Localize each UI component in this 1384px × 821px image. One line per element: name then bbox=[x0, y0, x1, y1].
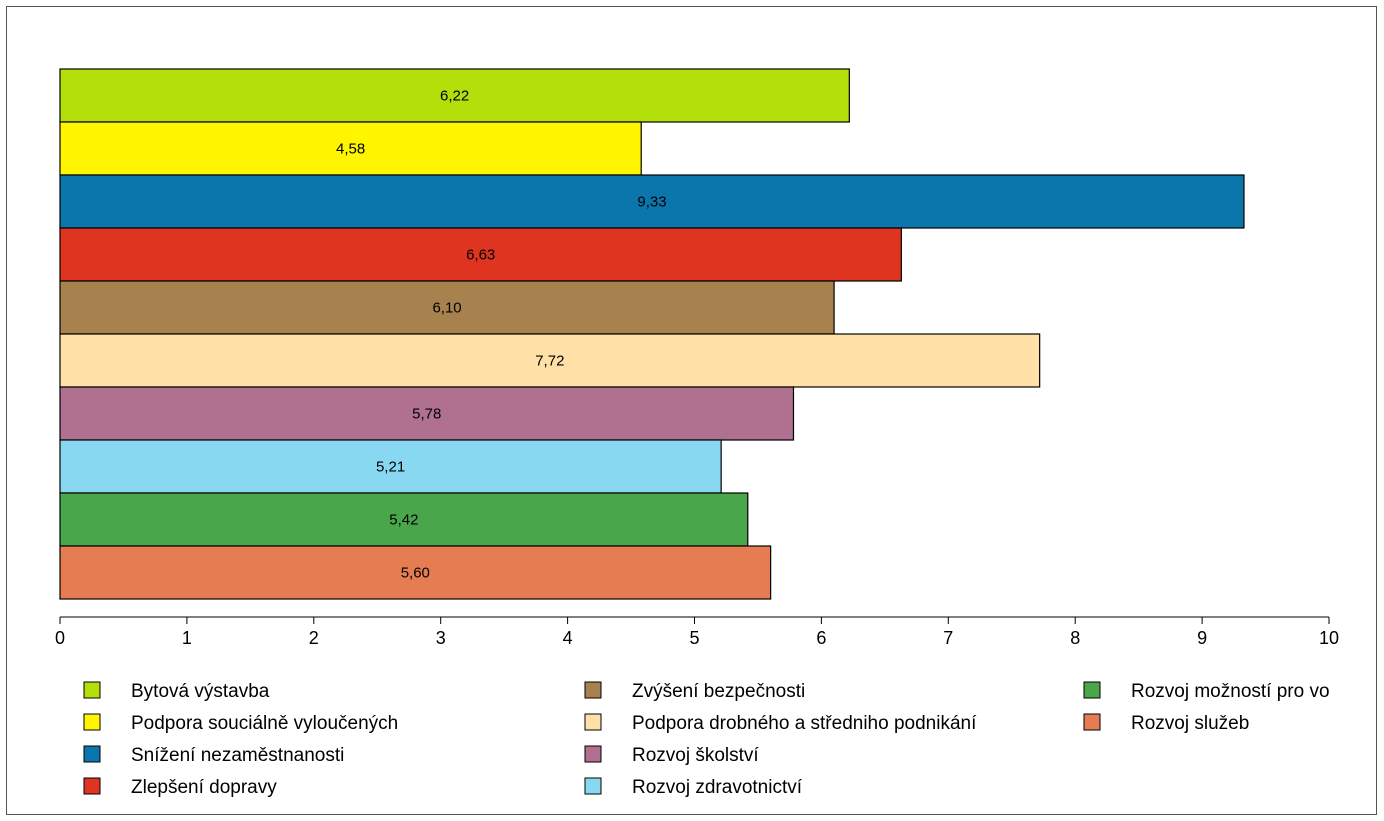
x-tick-label: 5 bbox=[689, 628, 699, 648]
bar-rozvoj-zdravotnictvi bbox=[59, 439, 722, 494]
x-tick-label: 0 bbox=[55, 628, 65, 648]
bar-label-rozvoj-skolstvi: 5,78 bbox=[412, 406, 441, 423]
x-tick-label: 8 bbox=[1070, 628, 1080, 648]
bar-label-zlepseni-dopravy: 6,63 bbox=[466, 247, 495, 264]
legend-label-rozvoj-moznosti-pro-vo: Rozvoj možností pro vo bbox=[1131, 681, 1330, 702]
x-tick-label: 3 bbox=[436, 628, 446, 648]
legend-label-podpora-drobneho-a-stredniho-podnikani: Podpora drobného a středniho podnikání bbox=[632, 713, 977, 734]
x-tick-label: 2 bbox=[309, 628, 319, 648]
legend-swatch-rozvoj-moznosti-pro-vo bbox=[1083, 681, 1101, 699]
bar-label-zvyseni-bezpecnosti: 6,10 bbox=[432, 300, 461, 317]
legend-label-rozvoj-zdravotnictvi: Rozvoj zdravotnictví bbox=[632, 777, 803, 798]
x-tick-label: 4 bbox=[563, 628, 573, 648]
bar-label-rozvoj-sluzeb: 5,60 bbox=[401, 565, 430, 582]
legend-swatch-bytova-vystavba bbox=[83, 681, 101, 699]
x-tick-label: 6 bbox=[816, 628, 826, 648]
x-axis: 0 1 2 3 4 5 6 7 8 9 10 bbox=[55, 616, 1339, 648]
bar-rozvoj-sluzeb bbox=[59, 545, 772, 600]
bar-snizeni-nezamestnanosti bbox=[59, 174, 1245, 229]
bar-zlepseni-dopravy bbox=[59, 227, 902, 282]
legend-label-rozvoj-sluzeb: Rozvoj služeb bbox=[1131, 713, 1249, 734]
legend-swatch-zlepseni-dopravy bbox=[83, 777, 101, 795]
legend-label-podpora-soucialne-vyloucenych: Podpora souciálně vyloučených bbox=[131, 713, 398, 734]
legend-swatch-podpora-drobneho-a-stredniho-podnikani bbox=[584, 713, 602, 731]
x-tick-label: 1 bbox=[182, 628, 192, 648]
x-tick-label: 10 bbox=[1319, 628, 1339, 648]
bar-label-bytova-vystavba: 6,22 bbox=[440, 88, 469, 105]
legend-label-rozvoj-skolstvi: Rozvoj školství bbox=[632, 745, 759, 766]
legend-label-snizeni-nezamestnanosti: Snížení nezaměstnanosti bbox=[131, 745, 344, 766]
bar-podpora-soucialne-vyloucenych bbox=[59, 121, 642, 176]
legend-label-bytova-vystavba: Bytová výstavba bbox=[131, 681, 270, 702]
legend-swatch-rozvoj-sluzeb bbox=[1083, 713, 1101, 731]
legend-label-zvyseni-bezpecnosti: Zvýšení bezpečnosti bbox=[632, 681, 805, 702]
bar-label-podpora-soucialne-vyloucenych: 4,58 bbox=[336, 141, 365, 158]
bar-zvyseni-bezpecnosti bbox=[59, 280, 835, 335]
bars-group: 6,22 4,58 9,33 6,63 6,10 7,72 5,78 5,21 5,42 5,60 bbox=[59, 68, 1245, 600]
x-tick-label: 9 bbox=[1197, 628, 1207, 648]
bar-label-rozvoj-zdravotnictvi: 5,21 bbox=[376, 459, 405, 476]
bar-podpora-drobneho-a-stredniho-podnikani bbox=[59, 333, 1041, 388]
bar-bytova-vystavba bbox=[59, 68, 850, 123]
x-tick-label: 7 bbox=[943, 628, 953, 648]
bar-chart: 6,22 4,58 9,33 6,63 6,10 7,72 5,78 5,21 5,42 5,60… bbox=[55, 68, 1339, 798]
bar-label-snizeni-nezamestnanosti: 9,33 bbox=[637, 194, 666, 211]
legend-swatch-zvyseni-bezpecnosti bbox=[584, 681, 602, 699]
legend-swatch-podpora-soucialne-vyloucenych bbox=[83, 713, 101, 731]
legend-swatch-rozvoj-skolstvi bbox=[584, 745, 602, 763]
legend: Bytová výstavba Podpora souciálně vylouče… bbox=[83, 681, 1330, 798]
legend-swatch-rozvoj-zdravotnictvi bbox=[584, 777, 602, 795]
chart-frame: 6,22 4,58 9,33 6,63 6,10 7,72 5,78 5,21 5,42 5,60… bbox=[6, 6, 1377, 815]
legend-swatch-snizeni-nezamestnanosti bbox=[83, 745, 101, 763]
bar-label-rozvoj-moznosti-pro-vo: 5,42 bbox=[389, 512, 418, 529]
legend-label-zlepseni-dopravy: Zlepšení dopravy bbox=[131, 777, 277, 798]
bar-label-podpora-drobneho-a-stredniho-podnikani: 7,72 bbox=[535, 353, 564, 370]
